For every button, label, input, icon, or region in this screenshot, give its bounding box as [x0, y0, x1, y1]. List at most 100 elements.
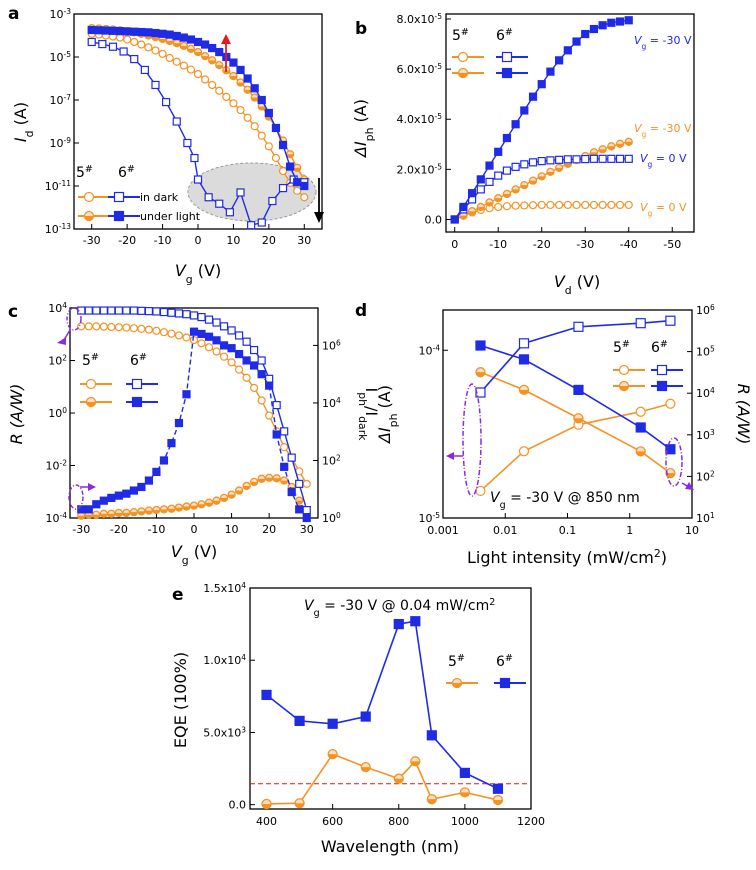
violet-arrow-right-head — [685, 482, 694, 490]
data-point — [77, 505, 86, 514]
data-point — [234, 349, 244, 359]
y-tick-label-part: -4 — [433, 343, 441, 352]
y2-tick-label-part: 3 — [710, 427, 715, 436]
data-point — [108, 42, 118, 51]
data-point — [215, 86, 224, 95]
y-tick-label-part: 6.0x10 — [397, 63, 435, 76]
legend-dark-label: in dark — [140, 191, 179, 204]
panel-d: d0.001 0.01 0.1 1 1010-510-41011021031041051… — [355, 301, 753, 567]
annot-5-vg30: Vg = -30 V — [634, 122, 692, 139]
data-point — [665, 444, 676, 455]
x-tick-label: 20 — [262, 523, 276, 536]
data-point — [293, 186, 302, 195]
data-point — [92, 322, 101, 331]
panel-a: a-30 -20 -10 0 10 20 3010-1310-1110-910-710-51… — [8, 4, 324, 286]
data-point — [520, 106, 529, 115]
legend-header-6-part: 6 — [118, 165, 127, 181]
legend-6-open-marker — [131, 378, 143, 390]
y2-tick-label-part: 10 — [322, 339, 336, 352]
data-point — [182, 310, 191, 319]
data-point-fill — [107, 513, 115, 518]
data-point-fill — [262, 803, 272, 809]
plot-frame — [249, 587, 532, 810]
data-point — [511, 120, 520, 129]
annot-5-vg0-part: = 0 V — [652, 201, 687, 214]
x-tick-label: 400 — [256, 815, 277, 828]
data-point — [229, 58, 238, 67]
data-point-fill — [92, 514, 100, 519]
data-point-fill — [475, 372, 485, 377]
data-point — [300, 181, 309, 191]
y2-tick-label-part: 10 — [322, 454, 336, 467]
data-point — [183, 138, 192, 148]
data-point — [227, 326, 236, 335]
data-point-fill — [295, 803, 305, 808]
annot-6-vg30-part: g — [642, 42, 647, 51]
x-axis-title-part: Light intensity (mW/cm — [467, 548, 654, 567]
x-axis-title: Wavelength (nm) — [321, 837, 459, 856]
data-point — [236, 188, 245, 197]
data-point — [219, 322, 229, 331]
data-point — [302, 505, 311, 515]
data-point — [476, 185, 485, 194]
x-axis-title-part: ) — [661, 548, 667, 567]
data-point — [137, 324, 146, 333]
y2-tick-label-part: 10 — [696, 512, 710, 525]
data-point-fill — [293, 167, 301, 172]
data-point-fill — [394, 778, 404, 784]
data-point — [572, 37, 581, 46]
data-point — [144, 43, 153, 52]
data-point-fill — [122, 512, 130, 517]
data-point — [130, 37, 139, 47]
legend-5-open-marker — [457, 51, 469, 63]
y2-tick-label: 104 — [322, 395, 341, 410]
y-tick-label: 10-3 — [50, 7, 72, 22]
legend-5-open-marker — [618, 364, 630, 376]
data-point — [520, 160, 529, 169]
data-point — [450, 215, 459, 224]
data-point — [518, 446, 530, 457]
data-point — [459, 767, 470, 778]
legend-header-6-part: 6 — [496, 654, 505, 670]
annotation-vg: Vg = -30 V @ 0.04 mW/cm2 — [304, 597, 495, 619]
y2-axis-title: R (A/W) — [734, 384, 753, 445]
data-point — [280, 443, 289, 452]
data-point-fill — [208, 60, 216, 64]
data-point — [98, 39, 107, 49]
data-point — [271, 123, 281, 133]
y-tick-label: 10-7 — [50, 93, 72, 108]
data-point — [302, 513, 311, 523]
y-tick-label-part: -2 — [60, 458, 67, 467]
data-point — [242, 337, 251, 346]
data-point — [268, 196, 277, 206]
data-point — [172, 31, 181, 41]
legend-header-6: 6# — [118, 164, 135, 182]
data-point — [271, 153, 281, 163]
legend-header-5-part: # — [461, 27, 469, 38]
data-point — [278, 140, 288, 150]
y2-tick-label-part: 2 — [336, 453, 341, 462]
data-point — [189, 327, 199, 336]
y2-tick-label: 106 — [322, 338, 341, 353]
data-point — [186, 65, 196, 74]
data-point — [494, 202, 503, 212]
data-point — [295, 479, 304, 488]
data-point-fill — [460, 792, 470, 797]
data-point — [144, 307, 154, 316]
data-point-fill — [182, 506, 190, 511]
data-point — [665, 315, 676, 326]
data-point-fill — [616, 143, 624, 148]
ellipse-left — [66, 307, 82, 331]
data-point — [225, 208, 234, 217]
y2-tick-label-part: 0 — [336, 511, 341, 520]
data-point — [204, 343, 214, 352]
data-point-fill — [243, 485, 251, 490]
y-tick-label: 4.0x10-5 — [397, 112, 443, 127]
legend-header-6-part: 6 — [130, 353, 139, 369]
y-tick-label-part: 4 — [241, 653, 246, 662]
data-point — [234, 331, 244, 340]
legend-6-dark-marker — [113, 191, 125, 203]
y-tick-label-part: -7 — [64, 93, 72, 102]
data-point — [92, 500, 101, 509]
data-point — [94, 26, 103, 35]
